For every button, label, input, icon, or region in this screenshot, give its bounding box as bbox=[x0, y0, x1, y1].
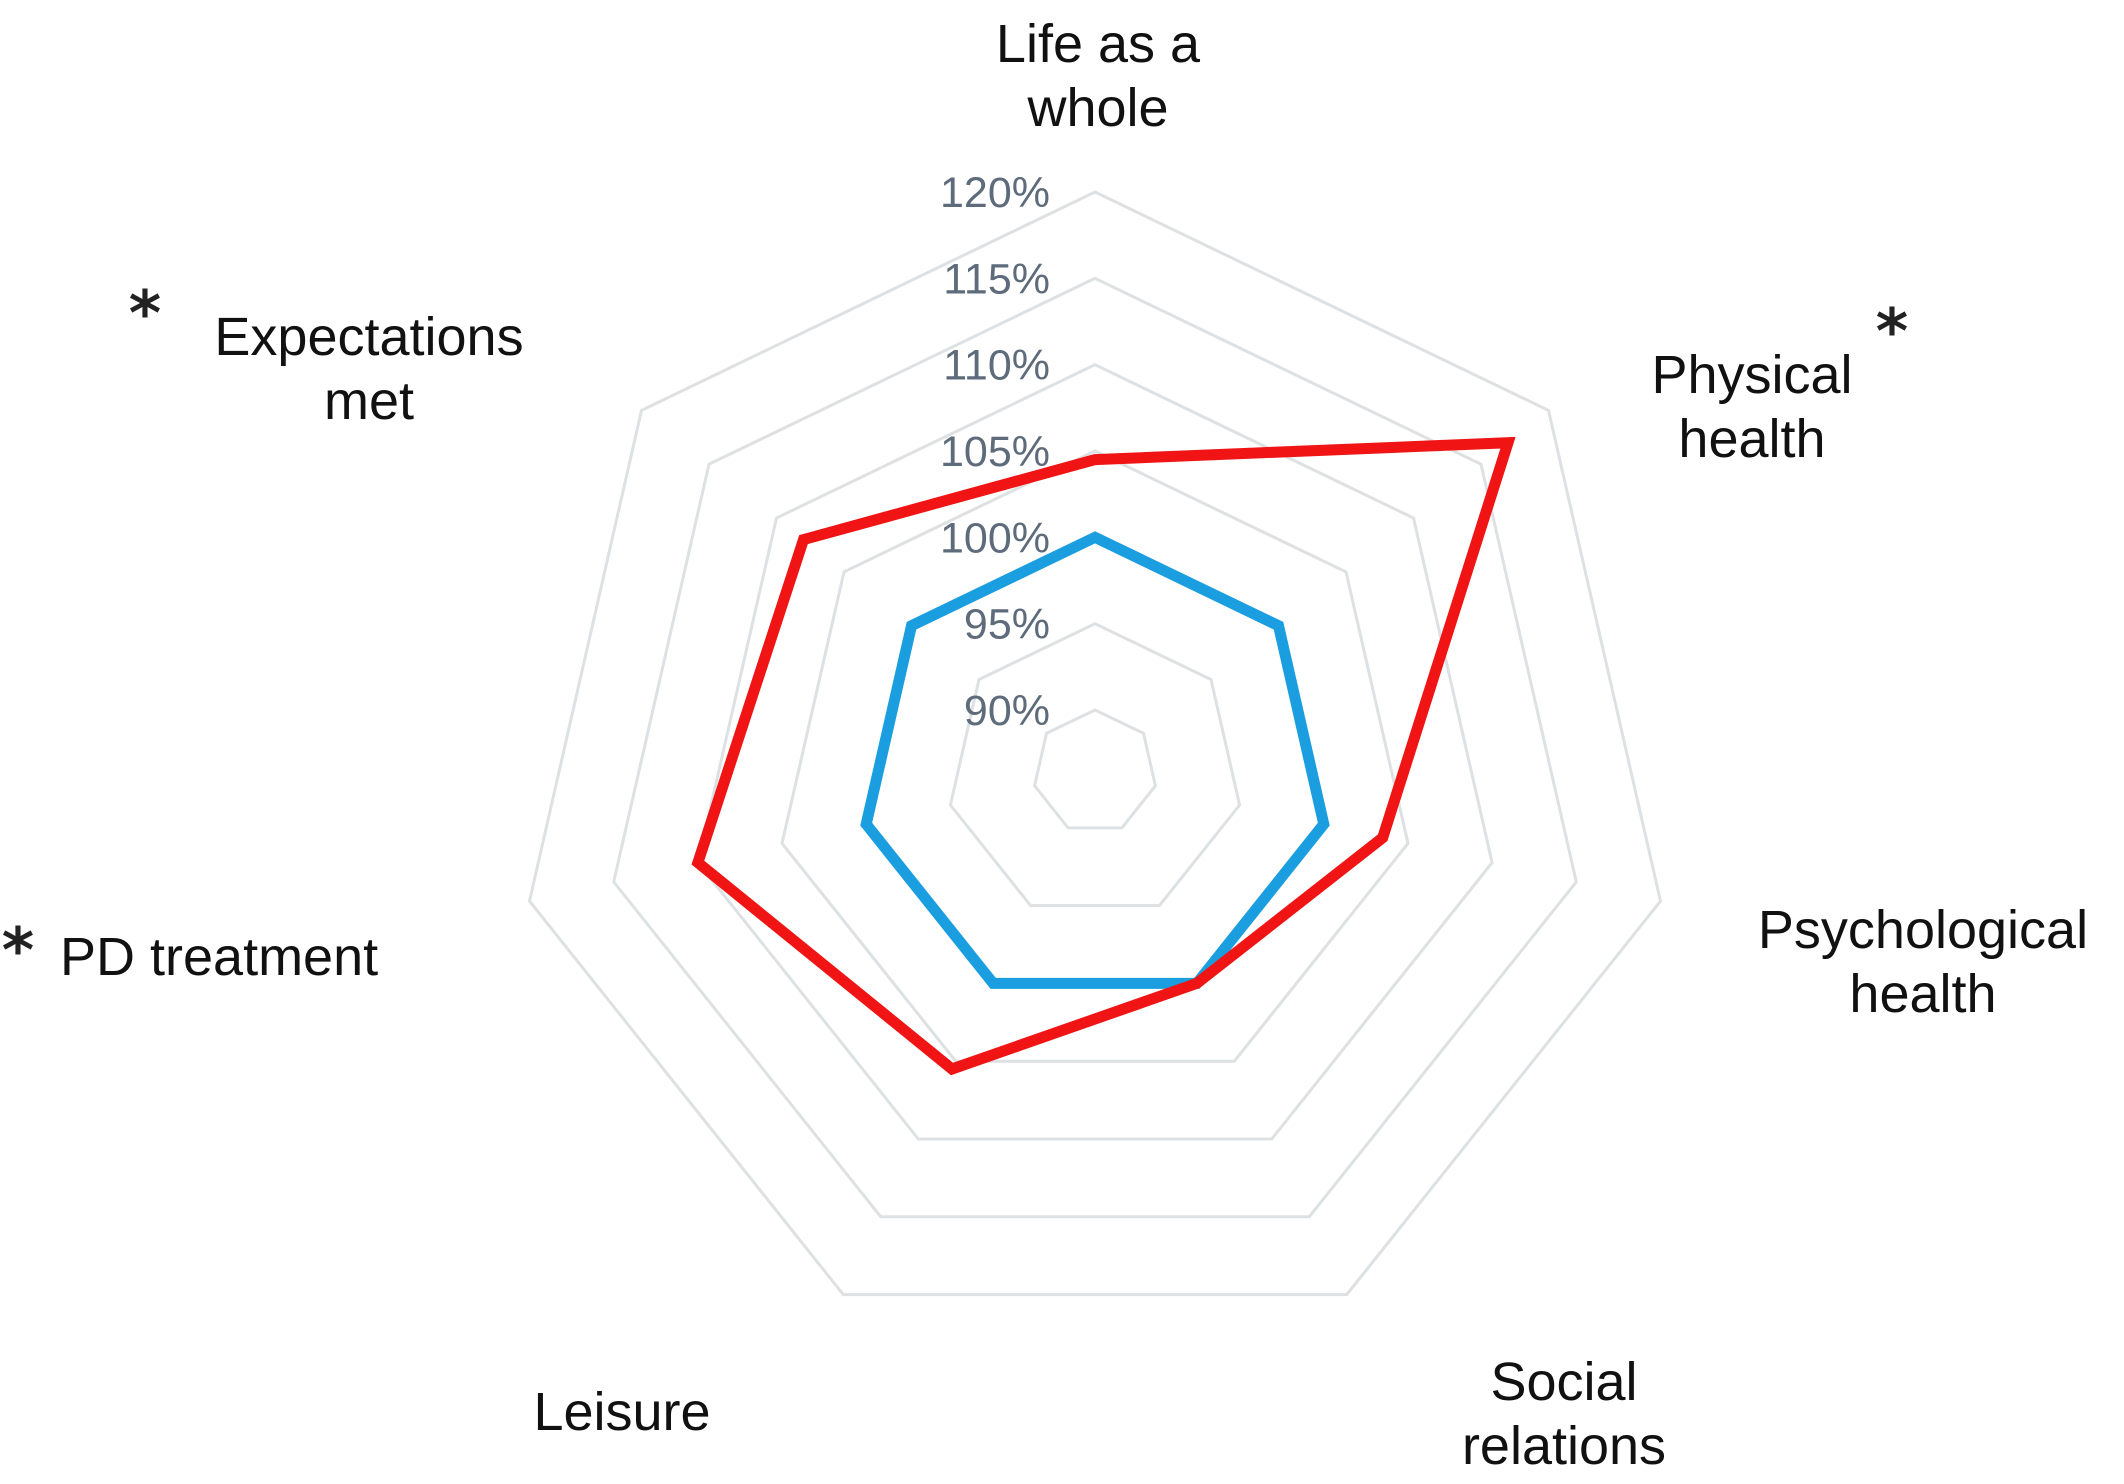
axis-label: Psychological bbox=[1758, 900, 2088, 960]
axis-label: Physical bbox=[1651, 345, 1852, 405]
axis-label: Life as a bbox=[996, 14, 1201, 74]
grid-ring-115 bbox=[612, 276, 1578, 1219]
axis-label: relations bbox=[1462, 1416, 1666, 1476]
significance-marker: * bbox=[129, 277, 161, 350]
axis-labels: Life as awholePhysicalhealth*Psychologic… bbox=[2, 14, 2088, 1476]
axis-label: Social bbox=[1490, 1352, 1637, 1412]
axis-label: met bbox=[324, 371, 414, 431]
grid-ring-105 bbox=[780, 449, 1410, 1063]
series-baseline bbox=[860, 531, 1330, 989]
tick-label: 95% bbox=[964, 601, 1050, 649]
grid-ring-110 bbox=[696, 363, 1494, 1141]
radar-series bbox=[691, 436, 1516, 1076]
axis-label: health bbox=[1678, 409, 1825, 469]
grid-ring-120 bbox=[527, 190, 1663, 1297]
grid-ring-90 bbox=[1032, 708, 1158, 830]
tick-label: 105% bbox=[940, 428, 1050, 476]
tick-label: 110% bbox=[943, 342, 1050, 390]
tick-label: 120% bbox=[940, 169, 1050, 217]
axis-label: Leisure bbox=[533, 1382, 710, 1442]
axis-label: health bbox=[1849, 964, 1996, 1024]
axis-label: PD treatment bbox=[60, 927, 378, 987]
tick-label: 90% bbox=[964, 687, 1050, 735]
tick-label: 115% bbox=[943, 255, 1050, 303]
axis-label: Expectations bbox=[214, 307, 523, 367]
radial-tick-labels: 90% 95% 100% 105% 110% 115% 120% bbox=[940, 169, 1050, 735]
radar-grid bbox=[527, 190, 1663, 1297]
grid-ring-95 bbox=[948, 622, 1242, 908]
significance-marker: * bbox=[1876, 295, 1908, 368]
tick-label: 100% bbox=[940, 514, 1050, 562]
axis-label: whole bbox=[1026, 78, 1168, 138]
significance-marker: * bbox=[2, 914, 34, 987]
series-follow-up bbox=[691, 436, 1516, 1076]
